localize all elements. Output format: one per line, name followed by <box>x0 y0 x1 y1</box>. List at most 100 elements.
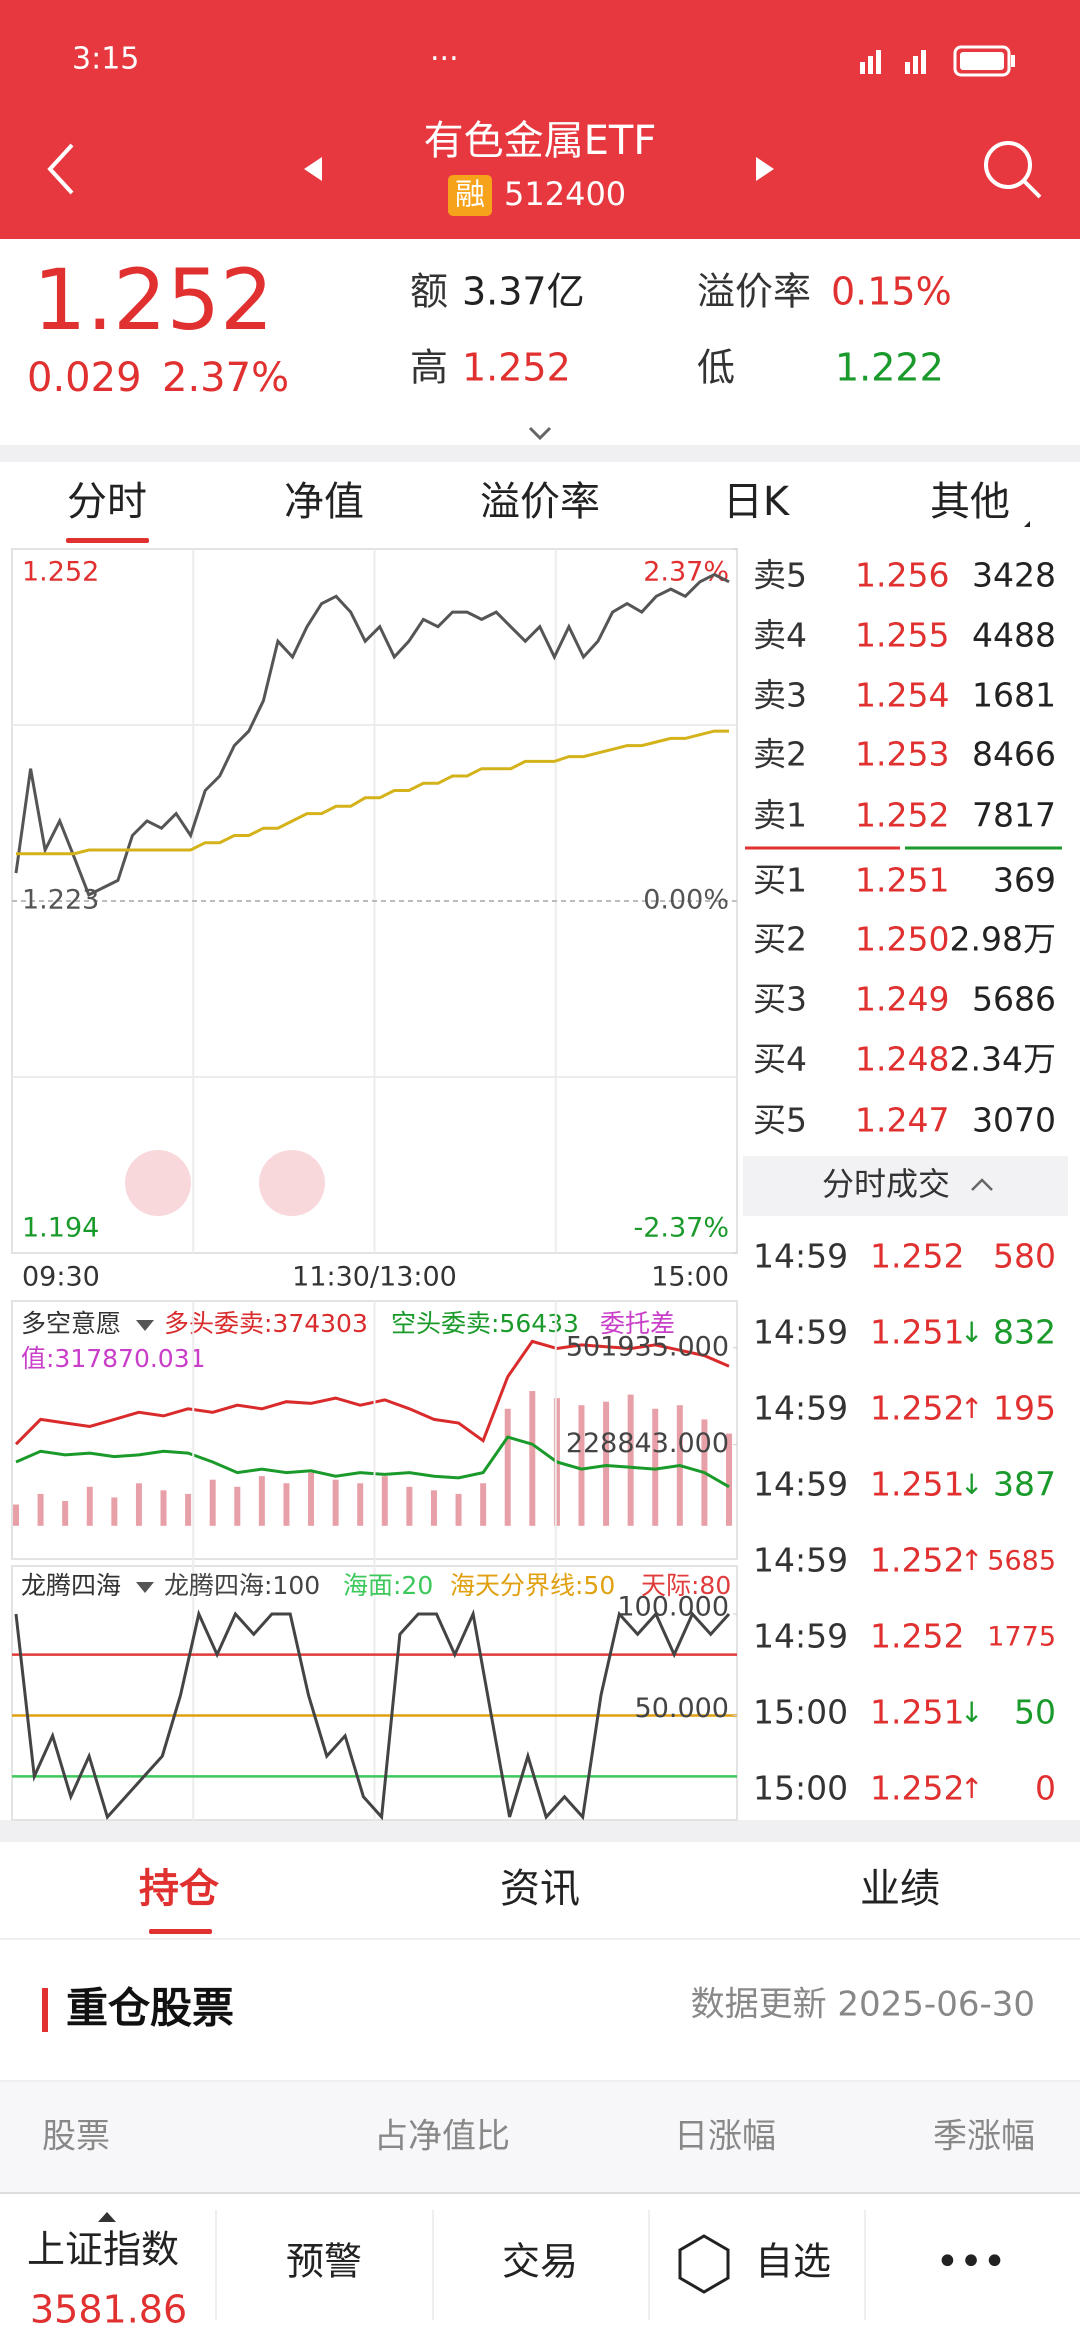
trade-price: 1.252 <box>870 1541 964 1580</box>
more-button[interactable]: ••• <box>936 2239 1007 2285</box>
tab[interactable]: 溢价率 <box>480 479 600 525</box>
ask-price: 1.254 <box>855 676 949 715</box>
expand[interactable] <box>528 426 552 441</box>
ask-price: 1.252 <box>855 796 949 835</box>
bid-label: 买1 <box>753 861 807 900</box>
bid-volume: 5686 <box>972 980 1056 1019</box>
trade-volume: 0 <box>1035 1769 1056 1808</box>
trade-price: 1.252 <box>870 1237 964 1276</box>
column-header[interactable]: 股票 <box>42 2117 110 2157</box>
ask-price: 1.255 <box>855 616 949 655</box>
section-title: 重仓股票 <box>66 1984 234 2033</box>
trade-volume: 832 <box>993 1313 1056 1352</box>
y2-tick-label: -2.37% <box>633 1213 729 1244</box>
watch-icon[interactable] <box>678 2234 730 2294</box>
ask-price: 1.253 <box>855 735 949 774</box>
bar <box>578 1405 585 1526</box>
bar <box>283 1483 290 1526</box>
label: 低 <box>697 346 735 390</box>
badge: 融 <box>455 178 485 213</box>
series-line <box>15 1435 730 1489</box>
label: 额 <box>410 270 448 314</box>
index-name[interactable]: 上证指数 <box>27 2228 179 2272</box>
tab-underline <box>66 538 149 543</box>
tab[interactable]: 持仓 <box>139 1866 220 1912</box>
trade-volume: 5685 <box>987 1546 1056 1577</box>
tab[interactable]: 业绩 <box>860 1866 940 1912</box>
bid-price: 1.248 <box>855 1040 949 1079</box>
column-header[interactable]: 季涨幅 <box>933 2117 1035 2157</box>
ask-volume: 3428 <box>972 556 1056 595</box>
price: 1.252 <box>33 251 273 349</box>
bar <box>308 1472 315 1526</box>
search[interactable] <box>984 141 1042 199</box>
bid-volume: 369 <box>993 861 1056 900</box>
bar <box>357 1483 364 1526</box>
dropdown <box>1024 521 1030 527</box>
trade-arrow: ↑ <box>960 1392 983 1425</box>
collapse[interactable] <box>971 1178 993 1191</box>
bid-price: 1.249 <box>855 980 949 1019</box>
nav-item[interactable]: 自选 <box>755 2240 831 2284</box>
bar <box>529 1391 536 1526</box>
rotate-button[interactable] <box>125 1150 191 1216</box>
nav-item[interactable]: 交易 <box>502 2240 578 2284</box>
y-tick-label: 1.194 <box>22 1213 99 1244</box>
nav-item[interactable]: 预警 <box>286 2240 362 2284</box>
column-header[interactable]: 占净值比 <box>374 2117 510 2157</box>
tab-underline <box>149 1929 212 1934</box>
indicator-title[interactable]: 龙腾四海 <box>21 1571 121 1600</box>
y-tick-label: 1.252 <box>22 557 99 588</box>
bar <box>62 1500 69 1526</box>
bar <box>111 1497 118 1526</box>
bar <box>652 1408 659 1526</box>
tab[interactable]: 资讯 <box>500 1866 580 1912</box>
column-header[interactable]: 日涨幅 <box>674 2117 776 2157</box>
y-tick-label: 50.000 <box>635 1693 729 1724</box>
bar <box>209 1479 216 1526</box>
ask-price: 1.256 <box>855 556 949 595</box>
bid-price: 1.251 <box>855 861 949 900</box>
fullscreen-button[interactable] <box>259 1150 325 1216</box>
trade-time: 14:59 <box>753 1237 848 1276</box>
bar <box>13 1504 19 1526</box>
trade-time: 14:59 <box>753 1389 848 1428</box>
bid-label: 买5 <box>753 1101 807 1140</box>
y2-tick-label: 2.37% <box>643 557 729 588</box>
tab[interactable]: 其他 <box>930 479 1010 525</box>
next[interactable] <box>756 157 774 181</box>
clock: 3:15 <box>72 42 139 77</box>
prev[interactable] <box>304 157 322 181</box>
trade-volume: 50 <box>1014 1693 1056 1732</box>
tab[interactable]: 净值 <box>284 479 364 525</box>
x-tick-label: 09:30 <box>22 1262 100 1293</box>
trade-arrow: ↓ <box>960 1468 983 1501</box>
header-bg <box>0 0 1080 239</box>
update-date: 数据更新 2025-06-30 <box>691 1985 1035 2025</box>
ask-volume: 4488 <box>972 616 1056 655</box>
nav-dividers <box>215 2210 866 2320</box>
ask-label: 卖4 <box>753 616 807 655</box>
premium: 0.15% <box>831 270 952 314</box>
bar <box>504 1408 511 1526</box>
bar <box>406 1486 413 1526</box>
bid-volume: 3070 <box>972 1101 1056 1140</box>
tab[interactable]: 分时 <box>67 479 147 525</box>
bar <box>185 1493 192 1526</box>
bar <box>381 1476 388 1526</box>
bid-price: 1.247 <box>855 1101 949 1140</box>
tab[interactable]: 日K <box>723 479 791 525</box>
up-icon <box>98 2212 116 2222</box>
back[interactable] <box>47 143 74 195</box>
trades-title[interactable]: 分时成交 <box>822 1165 950 1203</box>
trade-arrow: ↑ <box>960 1544 983 1577</box>
trade-time: 14:59 <box>753 1313 848 1352</box>
table-header-bg <box>0 2081 1080 2193</box>
high: 1.252 <box>462 346 571 390</box>
series-line <box>14 1339 730 1446</box>
signal <box>860 50 926 74</box>
trade-price: 1.251 <box>870 1313 964 1352</box>
trade-time: 15:00 <box>753 1769 848 1808</box>
indicator-title[interactable]: 多空意愿 <box>21 1309 121 1338</box>
